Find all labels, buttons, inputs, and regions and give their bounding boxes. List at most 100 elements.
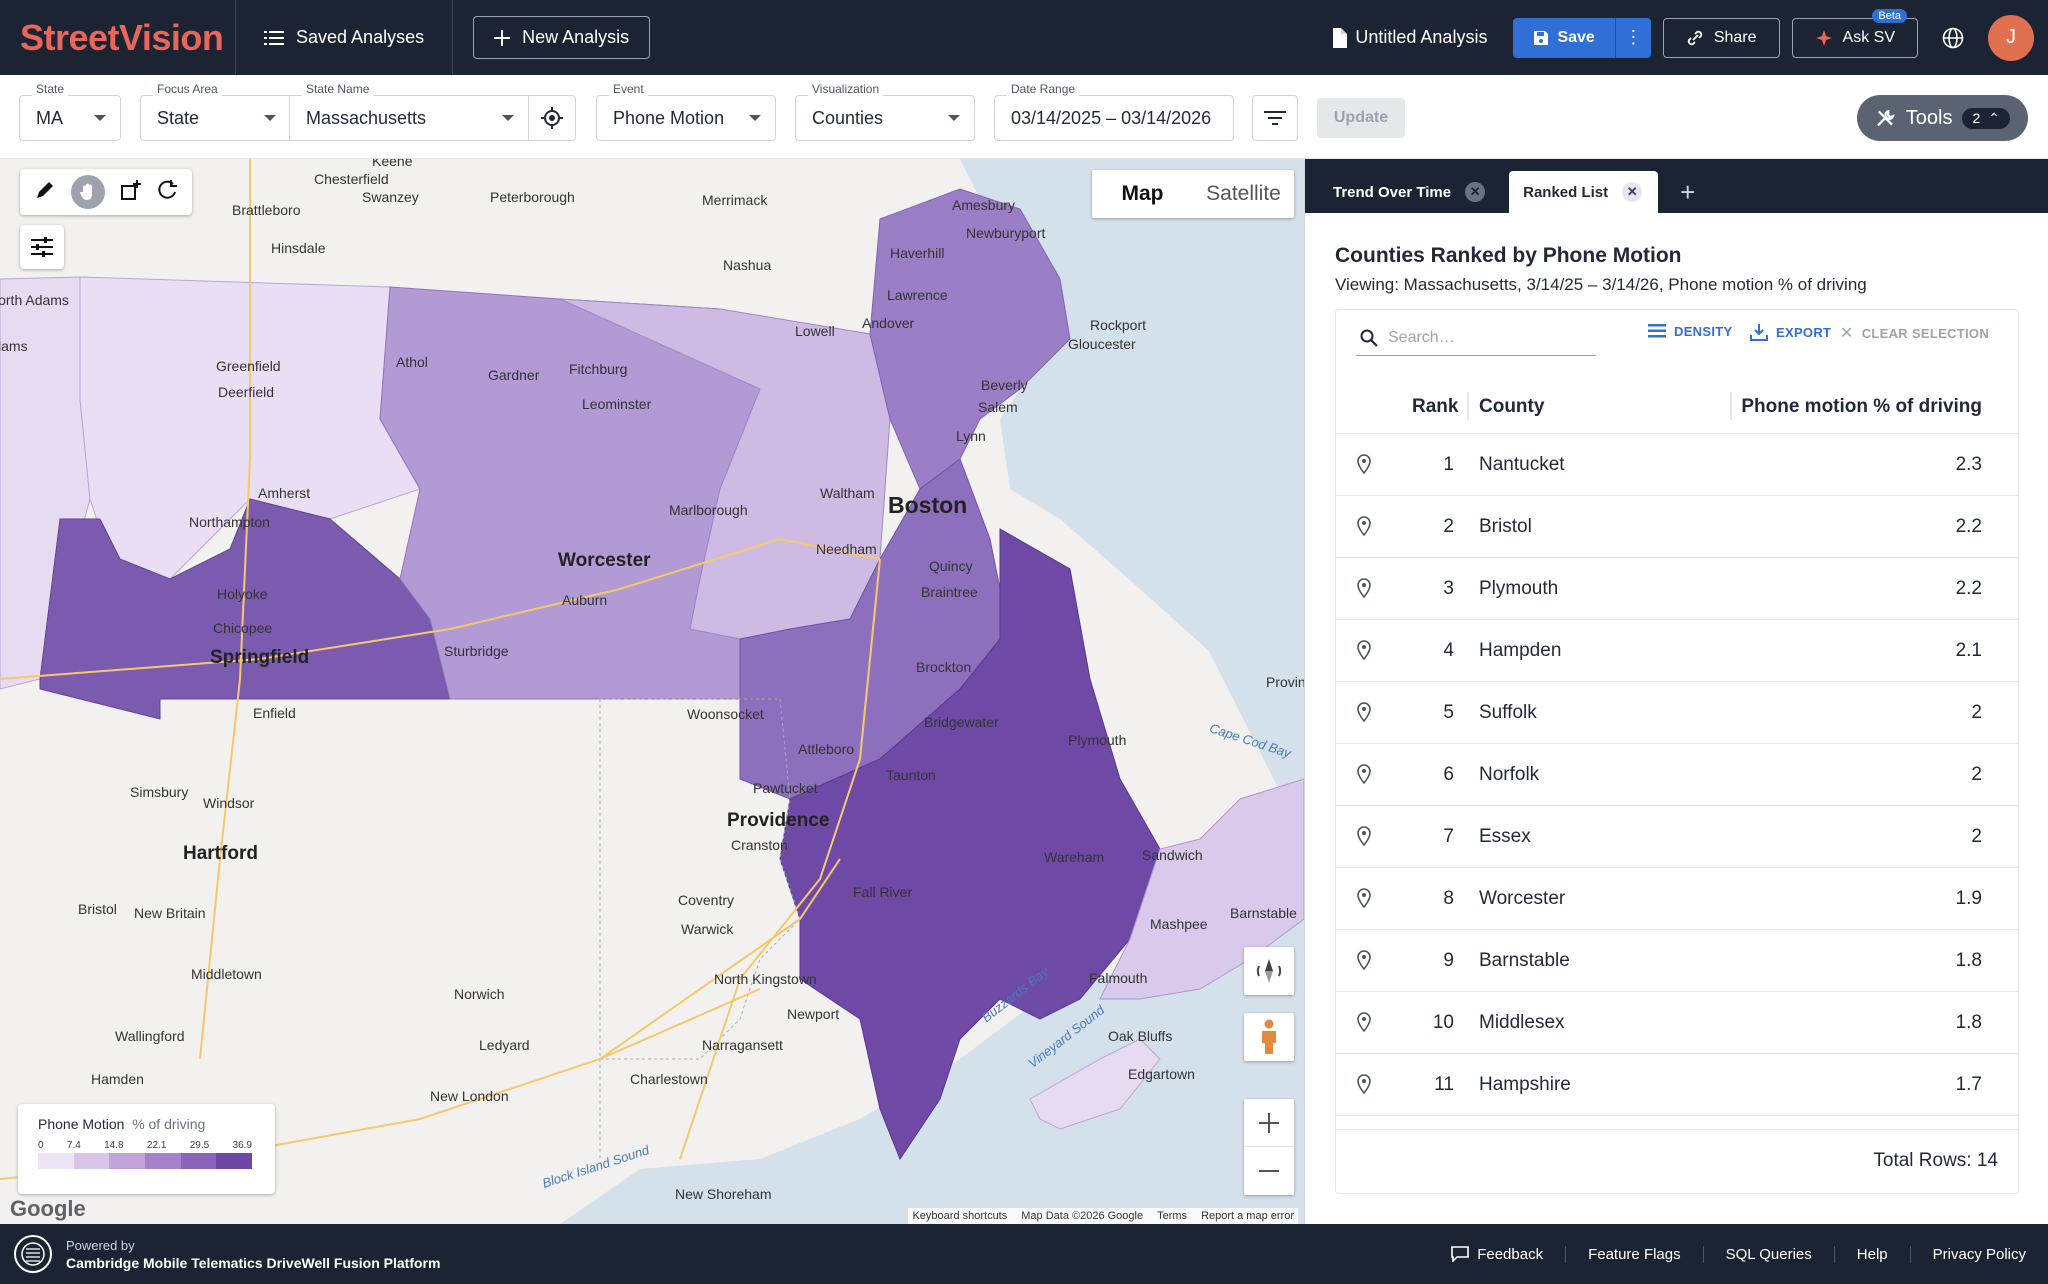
col-value-header[interactable]: Phone motion % of driving [1741, 396, 1982, 417]
compass-icon [1256, 959, 1282, 983]
zoom-in-button[interactable] [1244, 1099, 1294, 1147]
map-pin-icon[interactable] [1356, 764, 1372, 790]
map-type-map[interactable]: Map [1121, 182, 1164, 205]
map-settings-button[interactable] [20, 225, 64, 269]
map-pin-icon[interactable] [1356, 516, 1372, 542]
map-pin-icon[interactable] [1356, 1074, 1372, 1100]
cell-rank: 3 [1443, 578, 1454, 599]
table-row[interactable]: 9 Barnstable 1.8 [1336, 930, 2018, 992]
map-pin-icon[interactable] [1356, 826, 1372, 852]
pencil-icon[interactable] [34, 179, 56, 206]
feature-flags-link[interactable]: Feature Flags [1565, 1245, 1703, 1263]
map-pin-icon[interactable] [1356, 702, 1372, 728]
close-icon[interactable]: ✕ [1465, 182, 1486, 202]
visualization-select[interactable]: Visualization Counties [795, 82, 975, 141]
table-search-input[interactable]: Search… [1356, 320, 1596, 356]
saved-analyses-button[interactable]: Saved Analyses [236, 0, 454, 75]
analysis-name[interactable]: Untitled Analysis [1331, 27, 1487, 48]
density-button[interactable]: DENSITY [1648, 323, 1732, 339]
map-label: Sandwich [1142, 847, 1203, 863]
map-label: Athol [396, 354, 428, 370]
density-label: DENSITY [1674, 323, 1733, 339]
tab-trend-over-time[interactable]: Trend Over Time ✕ [1319, 171, 1501, 213]
save-more-button[interactable]: ⋮ [1614, 17, 1651, 58]
clear-selection-button[interactable]: ✕ CLEAR SELECTION [1840, 323, 1989, 343]
language-button[interactable] [1938, 23, 1968, 53]
add-shape-icon[interactable] [120, 179, 142, 206]
tools-button[interactable]: Tools 2 ⌃ [1857, 95, 2028, 141]
hand-pan-icon[interactable] [70, 175, 105, 209]
privacy-policy-link[interactable]: Privacy Policy [1909, 1245, 2048, 1263]
state-name-label: State Name [302, 82, 374, 96]
map-label: North Kingstown [714, 971, 817, 987]
top-nav: Street Vision Saved Analyses New Analysis… [0, 0, 2048, 75]
brand-logo[interactable]: Street Vision [0, 0, 236, 75]
list-icon [264, 30, 284, 45]
export-button[interactable]: EXPORT [1750, 323, 1831, 341]
table-row[interactable]: 2 Bristol 2.2 [1336, 496, 2018, 558]
map-pin-icon[interactable] [1356, 888, 1372, 914]
map-label: Bristol [78, 901, 117, 917]
cell-county: Bristol [1479, 516, 1532, 537]
map-label: Greenfield [216, 358, 281, 374]
map-pin-icon[interactable] [1356, 454, 1372, 480]
map-label: Bridgewater [924, 714, 999, 730]
locate-button[interactable] [528, 95, 576, 141]
cell-rank: 11 [1434, 1074, 1454, 1095]
map-pin-icon[interactable] [1356, 950, 1372, 976]
terms-link[interactable]: Terms [1157, 1210, 1188, 1222]
table-row[interactable]: 5 Suffolk 2 [1336, 682, 2018, 744]
state-select[interactable]: State MA [19, 82, 121, 141]
map-label: Lowell [795, 323, 835, 339]
table-row[interactable]: 11 Hampshire 1.7 [1336, 1054, 2018, 1116]
sql-queries-link[interactable]: SQL Queries [1702, 1245, 1834, 1263]
table-row[interactable]: 8 Worcester 1.9 [1336, 868, 2018, 930]
rotate-compass-button[interactable] [1244, 947, 1294, 995]
table-row[interactable]: 7 Essex 2 [1336, 806, 2018, 868]
map-label: Amherst [258, 485, 311, 501]
more-vertical-icon: ⋮ [1624, 27, 1643, 47]
map-pin-icon[interactable] [1356, 640, 1372, 666]
user-avatar[interactable]: J [1988, 14, 2034, 61]
total-rows: Total Rows: 14 [1873, 1150, 1998, 1171]
filter-button[interactable] [1252, 95, 1298, 141]
cell-county: Nantucket [1479, 454, 1565, 475]
map-label: Newport [787, 1006, 840, 1022]
map-canvas[interactable] [0, 159, 1304, 1224]
panel-title: Counties Ranked by Phone Motion [1335, 244, 1682, 267]
share-button[interactable]: Share [1662, 17, 1780, 58]
reset-shape-icon[interactable] [157, 179, 179, 206]
map-view[interactable]: Boston Worcester Springfield Providence … [0, 159, 1304, 1224]
table-row[interactable]: 4 Hampden 2.1 [1336, 620, 2018, 682]
tab-ranked-list[interactable]: Ranked List ✕ [1509, 171, 1659, 213]
ask-sv-button[interactable]: Ask SV Beta [1791, 8, 1918, 58]
date-range-picker[interactable]: Date Range 03/14/2025 – 03/14/2026 [994, 82, 1234, 141]
close-icon[interactable]: ✕ [1622, 182, 1643, 202]
event-select[interactable]: Event Phone Motion [596, 82, 776, 141]
save-button[interactable]: Save [1513, 18, 1614, 58]
tab-label: Ranked List [1523, 183, 1609, 201]
map-pin-icon[interactable] [1356, 578, 1372, 604]
new-analysis-button[interactable]: New Analysis [473, 16, 651, 59]
table-row[interactable]: 6 Norfolk 2 [1336, 744, 2018, 806]
map-pin-icon[interactable] [1356, 1012, 1372, 1038]
col-county-header[interactable]: County [1479, 396, 1545, 417]
share-label: Share [1713, 28, 1757, 46]
street-view-button[interactable] [1244, 1013, 1294, 1061]
table-row[interactable]: 10 Middlesex 1.8 [1336, 992, 2018, 1054]
table-row[interactable]: 3 Plymouth 2.2 [1336, 558, 2018, 620]
state-name-select[interactable]: State Name Massachusetts [289, 82, 529, 141]
keyboard-shortcuts-link[interactable]: Keyboard shortcuts [912, 1210, 1008, 1222]
map-label: Sturbridge [444, 643, 509, 659]
add-tab-button[interactable]: + [1666, 171, 1709, 213]
help-link[interactable]: Help [1833, 1245, 1910, 1263]
col-rank-header[interactable]: Rank [1412, 396, 1459, 417]
table-row[interactable]: 1 Nantucket 2.3 [1336, 434, 2018, 496]
zoom-out-button[interactable] [1244, 1147, 1294, 1195]
report-error-link[interactable]: Report a map error [1201, 1210, 1294, 1222]
update-button[interactable]: Update [1317, 98, 1405, 138]
feedback-link[interactable]: Feedback [1429, 1246, 1565, 1263]
focus-area-select[interactable]: Focus Area State [140, 82, 290, 141]
legend-swatch [145, 1153, 181, 1169]
map-type-satellite[interactable]: Satellite [1206, 182, 1281, 205]
